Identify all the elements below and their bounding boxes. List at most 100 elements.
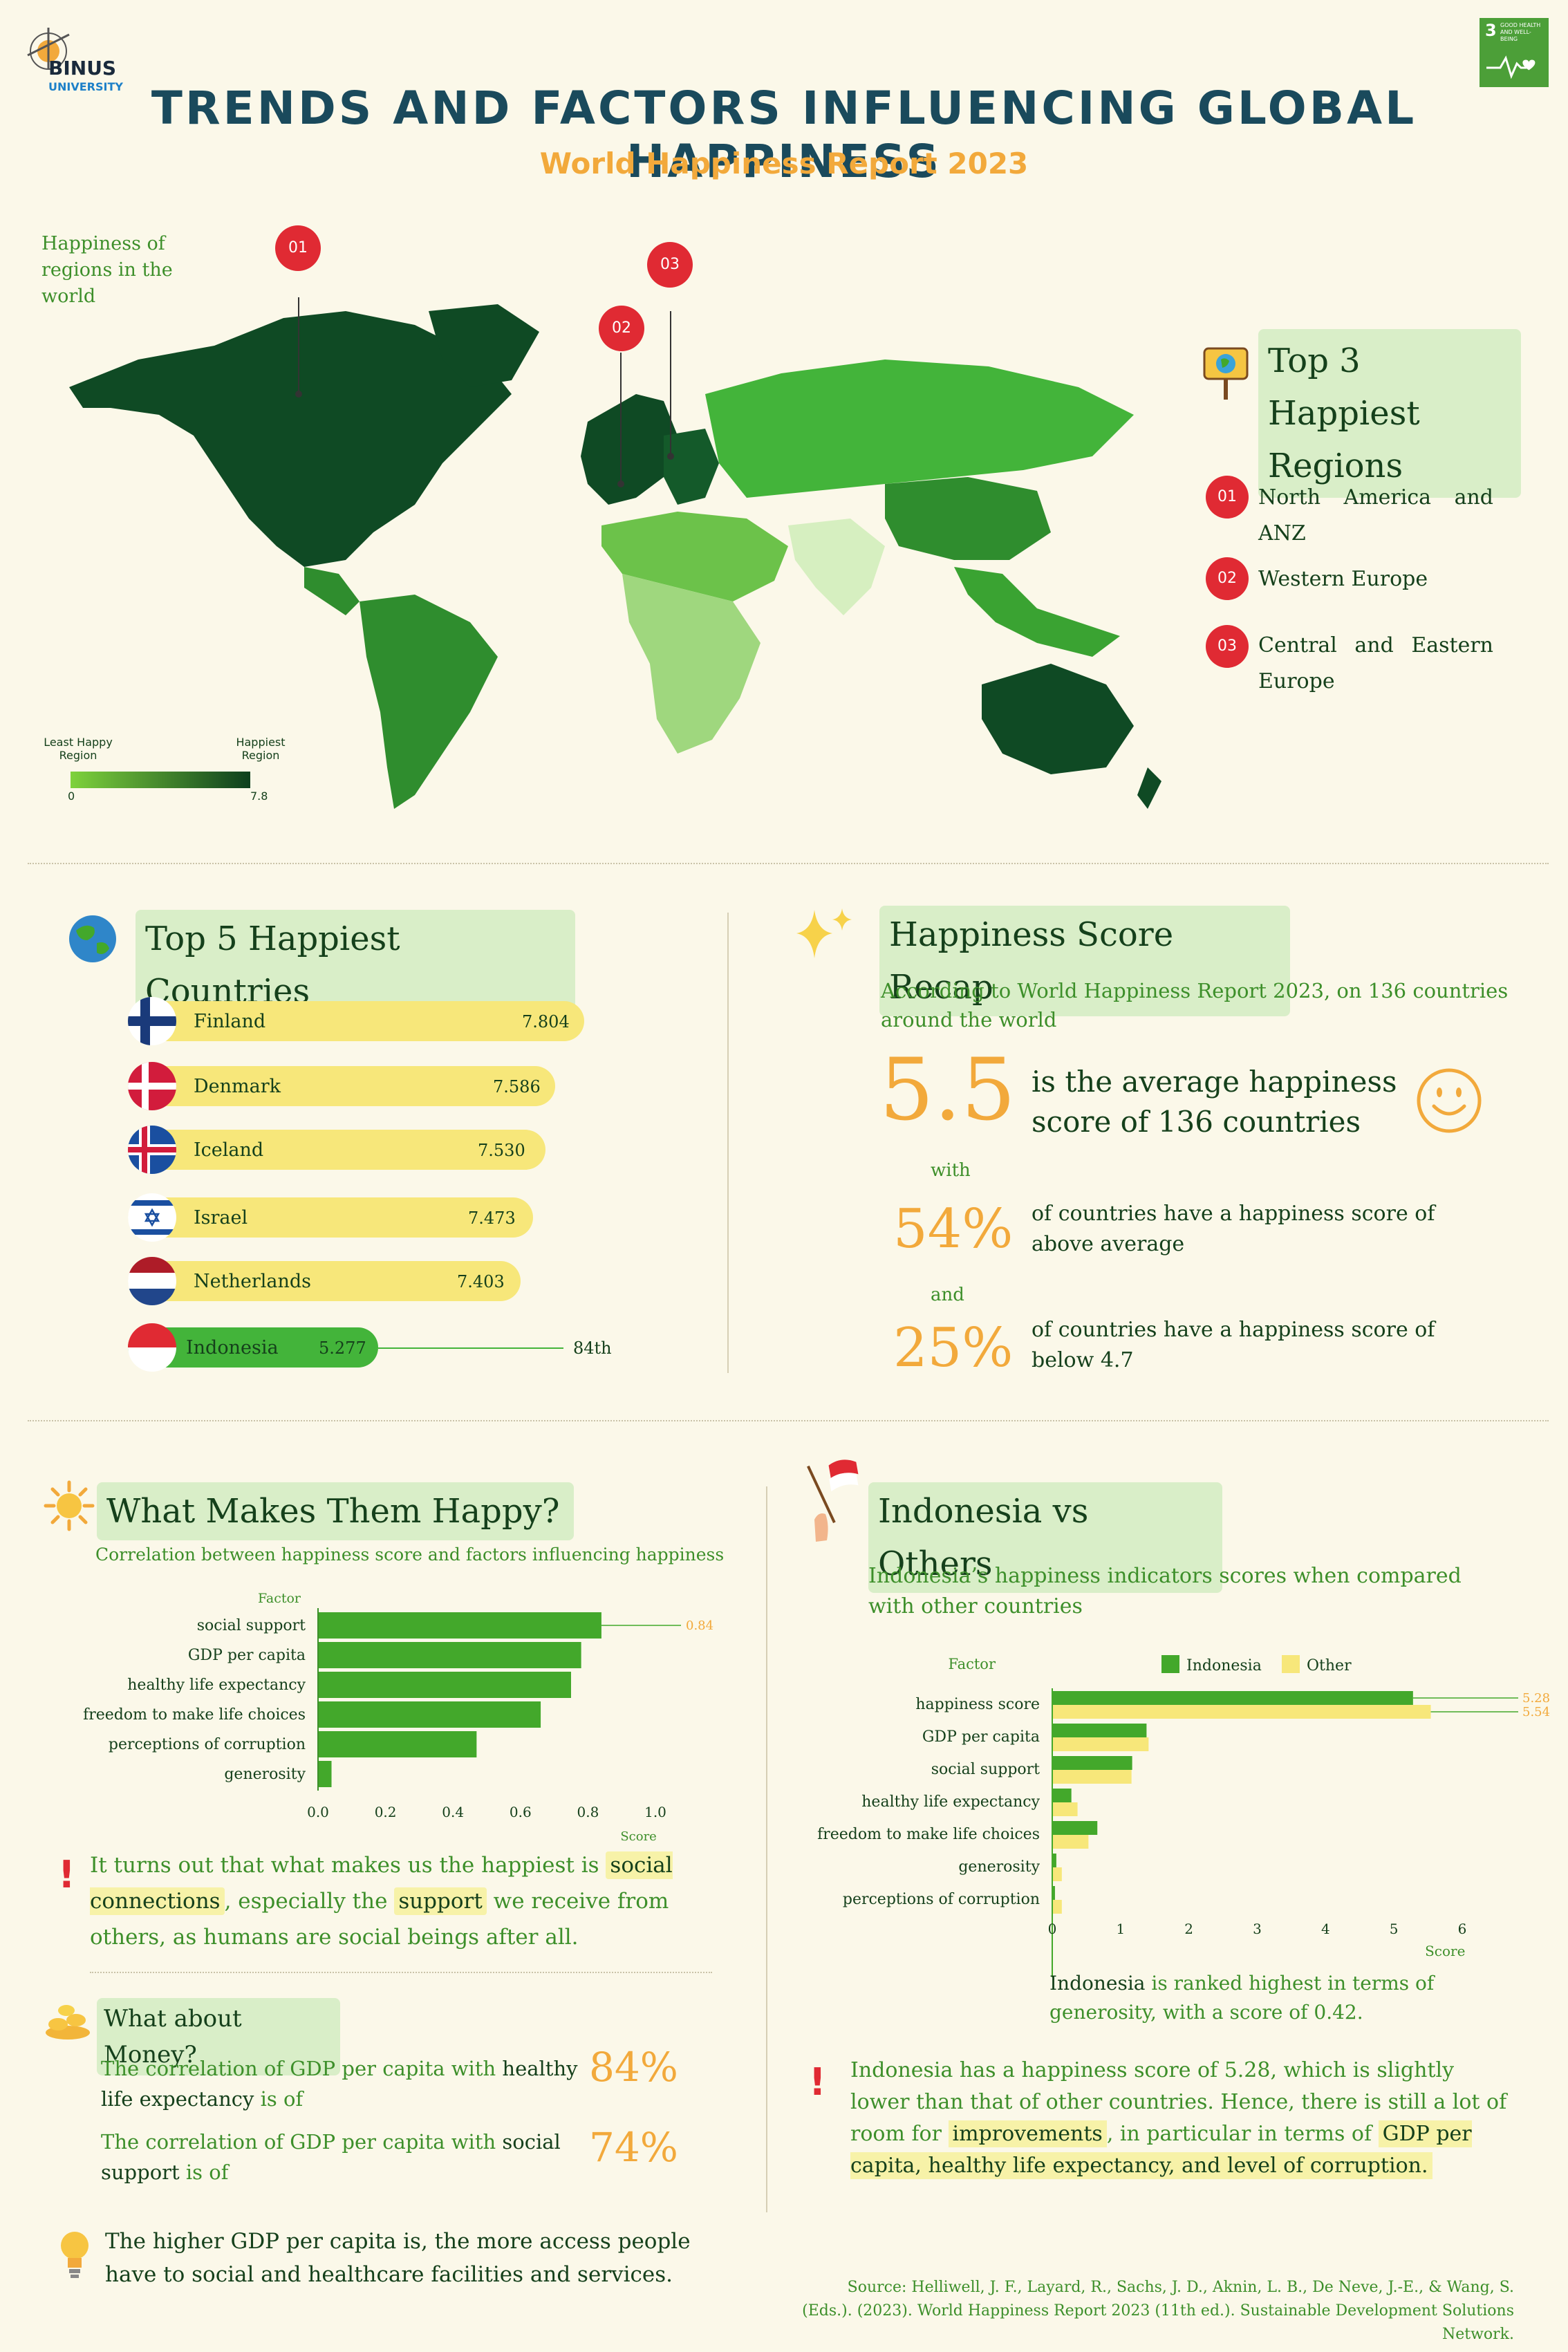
- what-makes-heading-text: What Makes Them Happy?: [106, 1492, 560, 1531]
- page-subtitle: World Happiness Report 2023: [539, 147, 1029, 180]
- chart2-xtick-5: 5: [1390, 1921, 1399, 1937]
- indonesia-flag-icon: [128, 1323, 176, 1372]
- note-mid: , especially the: [224, 1889, 395, 1914]
- chart2-annotation-indonesia: 5.28: [1522, 1691, 1550, 1706]
- chart2-bar-indonesia-healthy-life-expectancy: [1052, 1789, 1072, 1802]
- country-score-israel: 7.473: [468, 1208, 516, 1228]
- chart2-category-generosity: generosity: [958, 1858, 1040, 1876]
- recap-heading: Happiness Score Recap: [879, 906, 1290, 1016]
- country-score-netherlands: 7.403: [457, 1272, 505, 1291]
- globe-icon: [69, 915, 116, 962]
- chart1-category-social-support: social support: [197, 1617, 306, 1634]
- sdg-label: GOOD HEALTH AND WELL-BEING: [1500, 22, 1541, 42]
- factor-correlation-chart: Factor social support GDP per capita health…: [83, 1591, 713, 1844]
- chart1-bar-social-support: [318, 1612, 601, 1639]
- money-heading-text: What about Money?: [104, 2005, 242, 2069]
- recap-intro: According to World Happiness Report 2023…: [881, 979, 1509, 1032]
- chart2-bar-other-generosity: [1052, 1867, 1062, 1881]
- country-bar-israel: [128, 1197, 533, 1238]
- indonesia-vs-others-chart: Factor Indonesia Other happiness score GDP p…: [817, 1655, 1550, 1977]
- chart2-xtick-0: 0: [1048, 1921, 1057, 1937]
- chart1-category-healthy-life-expectancy: healthy life expectancy: [127, 1677, 306, 1694]
- country-bar-denmark: [128, 1066, 555, 1106]
- chart2-xtick-1: 1: [1116, 1921, 1125, 1937]
- section-divider-1: [28, 863, 1549, 864]
- money-tip: The higher GDP per capita is, the more a…: [105, 2229, 691, 2287]
- country-name-iceland: Iceland: [194, 1139, 264, 1161]
- conclusion-highlight-improvements: improvements: [948, 2120, 1107, 2147]
- lightbulb-icon: [61, 2232, 88, 2278]
- map-region-australia: [982, 664, 1134, 774]
- money-line1-a: The correlation of GDP per capita with: [101, 2057, 503, 2080]
- sparkle-icon: [796, 908, 852, 958]
- conclusion-b: , in particular in terms of: [1106, 2122, 1379, 2146]
- indo-generosity-b: is ranked highest in terms of generosity…: [1049, 1972, 1435, 2024]
- chart2-bar-indonesia-perceptions-of-corruption: [1052, 1886, 1055, 1900]
- sun-icon: [44, 1480, 95, 1531]
- map-region-greenland: [429, 304, 539, 387]
- chart2-category-perceptions-of-corruption: perceptions of corruption: [843, 1891, 1040, 1908]
- chart2-bar-indonesia-gdp-per-capita: [1052, 1724, 1147, 1737]
- logo-sub: UNIVERSITY: [48, 80, 123, 93]
- sdg-number: 3: [1485, 21, 1497, 40]
- exclamation-icon: !: [58, 1853, 75, 1896]
- sdg-badge: 3 GOOD HEALTH AND WELL-BEING: [1480, 18, 1549, 87]
- map-region-southeast-asia: [954, 567, 1120, 657]
- chart1-bar-healthy-life-expectancy: [318, 1672, 571, 1698]
- chart1-bar-perceptions-of-corruption: [318, 1731, 477, 1757]
- chart2-xtick-4: 4: [1321, 1921, 1330, 1937]
- chart2-bar-other-perceptions-of-corruption: [1052, 1900, 1062, 1914]
- chart2-category-healthy-life-expectancy: healthy life expectancy: [861, 1793, 1040, 1811]
- chart1-bar-generosity: [318, 1761, 332, 1787]
- exclamation-icon-2: !: [809, 2060, 826, 2104]
- map-pin-02: 02: [599, 306, 644, 351]
- indo-generosity-a: Indonesia: [1049, 1972, 1146, 1995]
- chart2-category-social-support: social support: [931, 1761, 1040, 1778]
- country-score-iceland: 7.530: [478, 1141, 525, 1160]
- money-line2-a: The correlation of GDP per capita with: [101, 2130, 503, 2154]
- chart2-category-happiness-score: happiness score: [915, 1696, 1040, 1713]
- what-makes-note: It turns out that what makes us the happ…: [90, 1847, 726, 1955]
- chart2-bar-indonesia-freedom-to-make-life-choices: [1052, 1821, 1098, 1835]
- chart1-annotation: 0.84: [686, 1618, 713, 1633]
- netherlands-flag-icon: [128, 1257, 176, 1305]
- chart2-bar-other-freedom-to-make-life-choices: [1052, 1835, 1089, 1849]
- indonesia-rank: 84th: [573, 1338, 612, 1358]
- recap-and: and: [931, 1285, 964, 1305]
- indonesia-rank-line: [378, 1347, 563, 1349]
- chart2-bar-other-gdp-per-capita: [1052, 1737, 1149, 1751]
- legend-right-label: Happiest Region: [236, 736, 286, 762]
- map-region-new-zealand: [1137, 767, 1161, 809]
- chart1-xtick-3: 0.6: [510, 1804, 532, 1820]
- world-map: [69, 297, 1161, 809]
- map-region-western-europe: [581, 394, 678, 505]
- indo-vs-subheading: Indonesia’s happiness indicators scores …: [868, 1564, 1462, 1618]
- map-pin-03: 03: [647, 242, 693, 288]
- region-badge-03: 03: [1206, 625, 1249, 668]
- legend-max: 7.8: [250, 790, 268, 803]
- country-score-finland: 7.804: [522, 1012, 570, 1032]
- money-line2-b: social support: [101, 2130, 561, 2184]
- map-region-north-america: [69, 311, 512, 567]
- recap-heading-text: Happiness Score Recap: [889, 915, 1174, 1007]
- chart2-legend-label-other: Other: [1307, 1657, 1352, 1674]
- chart1-ylabel: Factor: [258, 1591, 301, 1606]
- chart1-category-generosity: generosity: [224, 1766, 306, 1783]
- map-region-south-america: [360, 595, 498, 809]
- money-line-1: The correlation of GDP per capita with h…: [101, 2053, 585, 2114]
- chart2-legend-swatch-indonesia: [1161, 1655, 1179, 1673]
- top-regions-heading-text: Top 3 Happiest Regions: [1268, 342, 1420, 485]
- chart1-xtick-5: 1.0: [644, 1804, 666, 1820]
- chart2-xtick-6: 6: [1458, 1921, 1467, 1937]
- chart1-xtick-4: 0.8: [577, 1804, 599, 1820]
- finland-flag-icon: [128, 997, 176, 1045]
- legend-left-label: Least Happy Region: [44, 736, 113, 762]
- map-region-africa: [622, 574, 760, 754]
- chart1-xtick-1: 0.2: [375, 1804, 397, 1820]
- chart2-bar-other-social-support: [1052, 1770, 1132, 1784]
- chart2-bar-indonesia-happiness-score: [1052, 1691, 1413, 1705]
- country-name-israel: Israel: [194, 1207, 248, 1229]
- indo-conclusion: Indonesia has a happiness score of 5.28,…: [850, 2055, 1514, 2182]
- chart1-xlabel: Score: [620, 1829, 657, 1844]
- money-line2-c: is of: [179, 2160, 229, 2184]
